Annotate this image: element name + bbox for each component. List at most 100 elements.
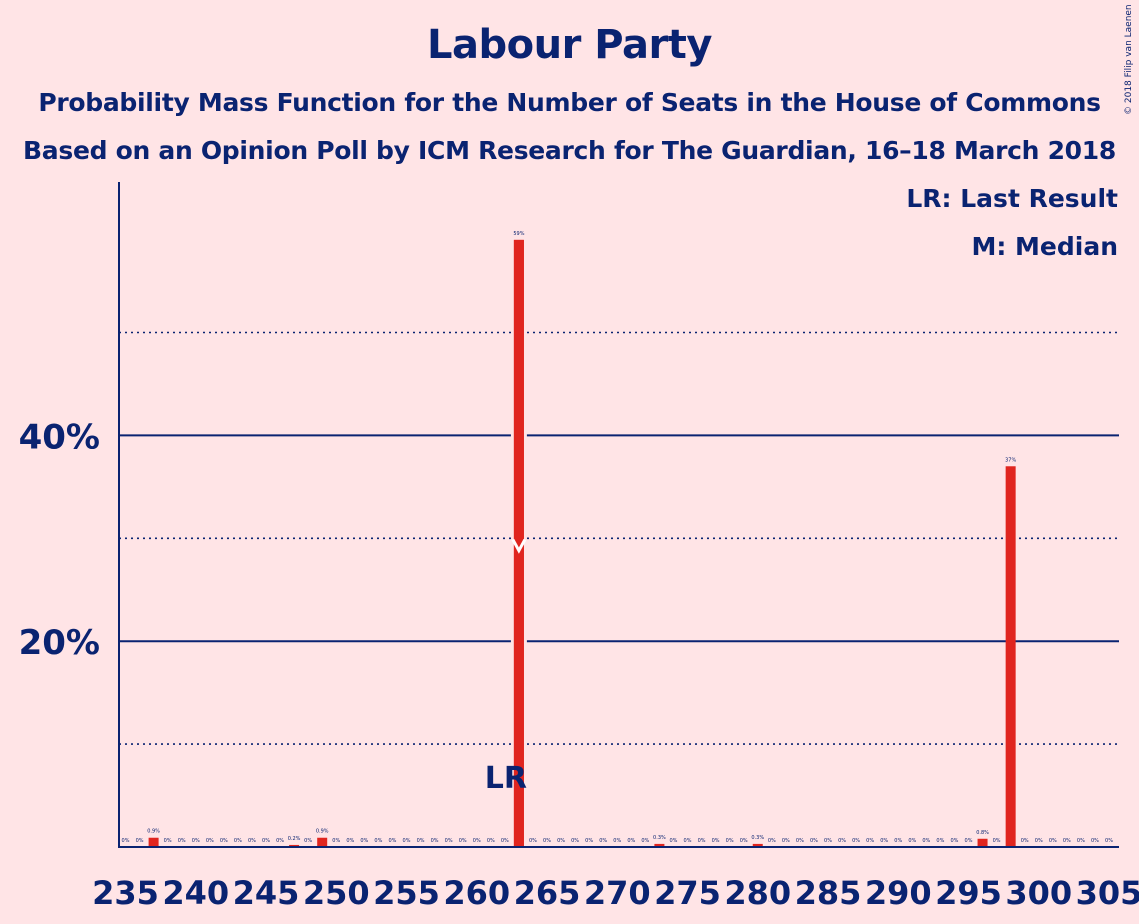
data-label-305: 0% <box>1105 838 1113 844</box>
data-label-255: 0% <box>403 838 411 844</box>
x-tick-label: 300 <box>1005 874 1072 912</box>
data-label-270: 0% <box>613 838 621 844</box>
data-label-261: 0% <box>487 838 495 844</box>
data-label-289: 0% <box>880 838 888 844</box>
data-label-290: 0% <box>894 838 902 844</box>
bar-273 <box>654 843 665 847</box>
data-label-300: 0% <box>1035 838 1043 844</box>
chart-subtitle: Probability Mass Function for the Number… <box>38 88 1101 117</box>
x-tick-label: 265 <box>514 874 581 912</box>
data-label-268: 0% <box>585 838 593 844</box>
data-label-285: 0% <box>824 838 832 844</box>
data-label-254: 0% <box>388 838 396 844</box>
data-label-244: 0% <box>248 838 256 844</box>
chart-title: Labour Party <box>427 22 712 68</box>
data-label-302: 0% <box>1063 838 1071 844</box>
x-tick-label: 245 <box>233 874 300 912</box>
data-label-295: 0% <box>965 838 973 844</box>
data-label-242: 0% <box>220 838 228 844</box>
data-label-269: 0% <box>599 838 607 844</box>
data-label-281: 0% <box>768 838 776 844</box>
data-label-264: 0% <box>529 838 537 844</box>
data-label-288: 0% <box>866 838 874 844</box>
data-label-247: 0.2% <box>288 836 301 842</box>
x-tick-label: 270 <box>584 874 651 912</box>
data-label-235: 0% <box>122 838 130 844</box>
data-label-262: 0% <box>501 838 509 844</box>
data-label-258: 0% <box>445 838 453 844</box>
data-label-296: 0.8% <box>976 830 989 836</box>
data-label-266: 0% <box>557 838 565 844</box>
data-label-277: 0% <box>712 838 720 844</box>
data-label-280: 0.3% <box>751 835 764 841</box>
data-label-294: 0% <box>950 838 958 844</box>
data-label-256: 0% <box>417 838 425 844</box>
data-label-304: 0% <box>1091 838 1099 844</box>
data-label-272: 0% <box>641 838 649 844</box>
bar-247 <box>289 844 300 847</box>
bar-263-overlay <box>513 239 524 847</box>
data-label-260: 0% <box>473 838 481 844</box>
data-label-251: 0% <box>346 838 354 844</box>
data-label-238: 0% <box>164 838 172 844</box>
x-tick-label: 285 <box>795 874 862 912</box>
data-label-265: 0% <box>543 838 551 844</box>
data-label-293: 0% <box>936 838 944 844</box>
data-label-249: 0.9% <box>316 829 329 835</box>
y-tick-label: 40% <box>19 417 100 457</box>
data-label-248: 0% <box>304 838 312 844</box>
x-tick-label: 280 <box>724 874 791 912</box>
data-label-301: 0% <box>1049 838 1057 844</box>
x-tick-label: 290 <box>865 874 932 912</box>
data-label-303: 0% <box>1077 838 1085 844</box>
data-label-298: 37% <box>1005 457 1016 463</box>
data-label-276: 0% <box>698 838 706 844</box>
x-tick-label: 275 <box>654 874 721 912</box>
data-label-250: 0% <box>332 838 340 844</box>
data-label-283: 0% <box>796 838 804 844</box>
tick-labels: LR 20% 40% 235 240 245 250 255 260 265 270 275 280 28… <box>19 417 1139 912</box>
data-label-243: 0% <box>234 838 242 844</box>
grid-lines <box>119 331 1119 745</box>
data-label-282: 0% <box>782 838 790 844</box>
data-label-259: 0% <box>459 838 467 844</box>
data-label-274: 0% <box>669 838 677 844</box>
data-label-271: 0% <box>627 838 635 844</box>
data-label-299: 0% <box>1021 838 1029 844</box>
median-marker-overlay <box>511 538 527 554</box>
data-label-252: 0% <box>360 838 368 844</box>
data-label-240: 0% <box>192 838 200 844</box>
axes <box>118 182 1119 848</box>
legend-median: M: Median <box>971 232 1118 261</box>
legend-last-result: LR: Last Result <box>906 184 1118 213</box>
bar-280 <box>752 843 763 847</box>
data-label-286: 0% <box>838 838 846 844</box>
bar-237 <box>148 837 159 847</box>
bars: 0% 0% 0.9% 0% 0% 0% 0% 0% 0% 0% 0% 0% 0.2% 0% 0.9% 0% 0%… <box>122 231 1113 847</box>
data-label-239: 0% <box>178 838 186 844</box>
data-label-284: 0% <box>810 838 818 844</box>
data-label-297: 0% <box>993 838 1001 844</box>
data-label-253: 0% <box>374 838 382 844</box>
data-label-246: 0% <box>276 838 284 844</box>
x-tick-label: 260 <box>443 874 510 912</box>
bar-296 <box>977 838 988 847</box>
data-label-292: 0% <box>922 838 930 844</box>
data-label-236: 0% <box>136 838 144 844</box>
data-label-287: 0% <box>852 838 860 844</box>
x-tick-label: 305 <box>1076 874 1139 912</box>
data-label-257: 0% <box>431 838 439 844</box>
data-label-237: 0.9% <box>147 829 160 835</box>
x-tick-label: 235 <box>92 874 159 912</box>
x-tick-label: 240 <box>162 874 229 912</box>
bar-298 <box>1005 466 1016 847</box>
data-label-241: 0% <box>206 838 214 844</box>
x-tick-label: 250 <box>303 874 370 912</box>
x-tick-label: 255 <box>373 874 440 912</box>
x-tick-label: 295 <box>935 874 1002 912</box>
bar-249 <box>317 837 328 847</box>
y-tick-label: 20% <box>19 623 100 663</box>
data-label-267: 0% <box>571 838 579 844</box>
data-label-273: 0.3% <box>653 835 666 841</box>
